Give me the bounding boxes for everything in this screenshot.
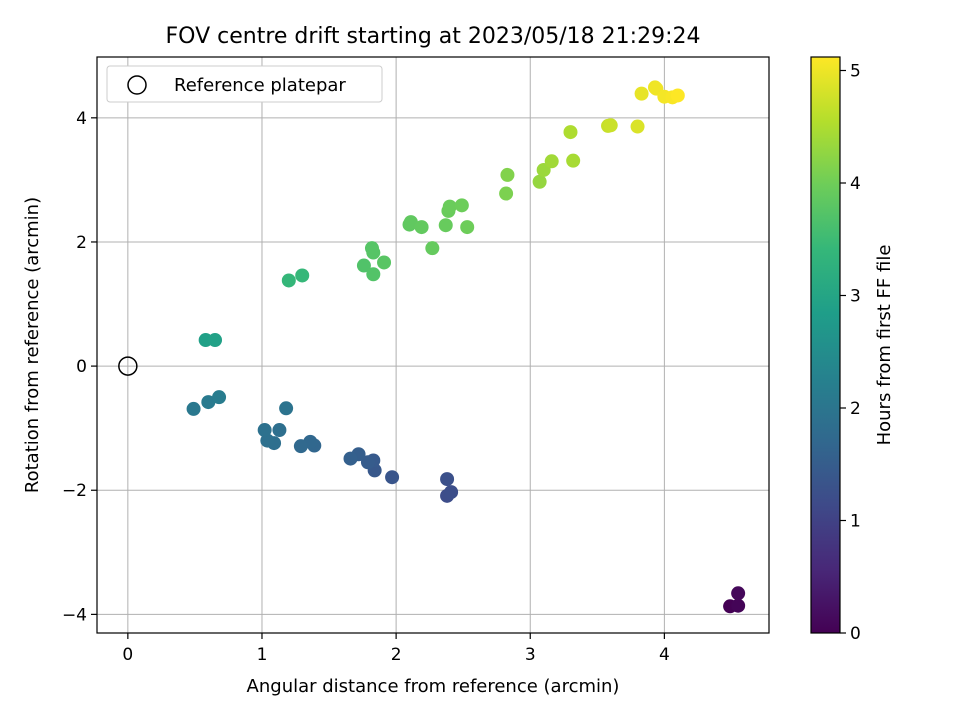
- data-point: [385, 470, 400, 485]
- x-tick-label: 1: [257, 645, 268, 665]
- data-point: [295, 268, 310, 283]
- data-point: [634, 86, 649, 101]
- data-point: [670, 88, 685, 103]
- legend: Reference platepar: [106, 65, 383, 103]
- colorbar-gradient: [811, 57, 840, 633]
- data-point: [440, 472, 455, 487]
- data-point: [360, 455, 375, 470]
- data-point: [343, 451, 358, 466]
- reference-platepar-marker: [118, 356, 138, 376]
- data-point: [281, 273, 296, 288]
- data-point: [425, 241, 440, 256]
- x-tick-label: 0: [122, 645, 133, 665]
- data-point: [460, 220, 475, 235]
- data-point: [630, 119, 645, 134]
- y-tick-label: 4: [76, 109, 87, 129]
- y-tick-label: −2: [62, 481, 87, 501]
- data-point: [201, 395, 216, 410]
- legend-entry-label: Reference platepar: [174, 75, 346, 96]
- y-axis-ticks: −4 −2 0 2 4: [62, 109, 97, 625]
- data-point: [186, 401, 201, 416]
- data-point: [499, 186, 514, 201]
- x-tick-label: 3: [525, 645, 536, 665]
- data-point: [442, 199, 457, 214]
- data-point: [272, 423, 287, 438]
- colorbar-tick-label: 3: [850, 287, 861, 307]
- colorbar-tick-label: 5: [850, 62, 861, 82]
- x-tick-label: 2: [391, 645, 402, 665]
- colorbar-frame: [810, 56, 841, 634]
- data-point: [366, 267, 381, 282]
- y-tick-label: 0: [76, 357, 87, 377]
- data-point: [563, 125, 578, 140]
- data-point: [212, 390, 227, 405]
- x-axis-ticks: 0 1 2 3 4: [122, 633, 670, 665]
- plot-frame: [96, 56, 770, 634]
- data-point: [257, 423, 272, 438]
- chart-title: FOV centre drift starting at 2023/05/18 …: [166, 24, 701, 49]
- data-point: [731, 598, 746, 613]
- y-axis-label: Rotation from reference (arcmin): [22, 197, 43, 493]
- data-point: [356, 258, 371, 273]
- data-point: [366, 245, 381, 260]
- x-axis-label: Angular distance from reference (arcmin): [247, 676, 620, 697]
- data-point: [377, 255, 392, 270]
- colorbar-ticks: 0 1 2 3 4 5: [840, 62, 861, 644]
- data-points: [186, 80, 746, 614]
- data-point: [532, 174, 547, 189]
- y-tick-label: 2: [76, 233, 87, 253]
- legend-marker-icon: [127, 75, 147, 95]
- data-point: [444, 485, 459, 500]
- colorbar-tick-label: 0: [850, 624, 861, 644]
- y-tick-label: −4: [62, 605, 87, 625]
- data-point: [500, 167, 515, 182]
- data-point: [566, 153, 581, 168]
- data-point: [208, 333, 223, 348]
- data-point: [260, 433, 275, 448]
- colorbar-label: Hours from first FF file: [874, 245, 895, 446]
- data-point: [279, 401, 294, 416]
- colorbar: 0 1 2 3 4 5 Hours from first FF file: [810, 56, 895, 644]
- data-point: [438, 218, 453, 233]
- colorbar-tick-label: 1: [850, 512, 861, 532]
- legend-box: [106, 65, 383, 103]
- data-point: [403, 215, 418, 230]
- colorbar-tick-label: 4: [850, 174, 861, 194]
- data-point: [731, 586, 746, 601]
- x-tick-label: 4: [659, 645, 670, 665]
- data-point: [544, 154, 559, 169]
- data-point: [603, 118, 618, 133]
- data-point: [454, 198, 469, 213]
- colorbar-tick-label: 2: [850, 399, 861, 419]
- data-point: [414, 220, 429, 235]
- plot-area: [97, 57, 769, 633]
- data-point: [293, 439, 308, 454]
